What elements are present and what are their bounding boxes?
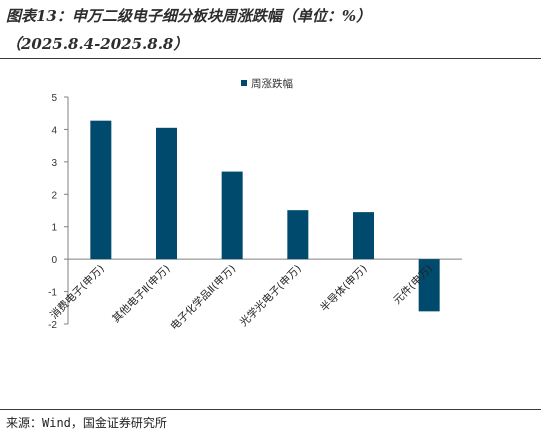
y-tick-label: 4	[51, 125, 57, 136]
y-tick-label: 5	[51, 93, 57, 104]
top-divider	[0, 58, 541, 59]
chart-date-range: （2025.8.4-2025.8.8）	[6, 35, 189, 53]
bar	[221, 171, 243, 260]
bar	[418, 259, 440, 312]
bar	[353, 212, 374, 260]
y-tick-label: 2	[51, 190, 57, 201]
source-note: 来源：Wind，国金证券研究所	[6, 416, 167, 430]
y-tick-label: 3	[51, 158, 57, 169]
bottom-divider	[0, 409, 541, 410]
x-tick-label: 电子化学品Ⅱ(申万)	[168, 262, 239, 333]
x-tick-label: 半导体(申万)	[318, 262, 370, 314]
legend-swatch	[241, 80, 247, 86]
chart-title: 图表13：申万二级电子细分板块周涨跌幅（单位：%）	[6, 7, 372, 25]
x-tick-label: 其他电子Ⅱ(申万)	[109, 262, 172, 325]
y-tick-label: -2	[48, 320, 57, 331]
y-tick-label: 0	[51, 255, 57, 266]
y-tick-label: -1	[48, 288, 57, 299]
x-tick-label: 光学光电子(申万)	[237, 262, 304, 329]
bar	[287, 210, 309, 260]
bar	[90, 120, 112, 260]
bar	[156, 127, 177, 260]
legend-label: 周涨跌幅	[251, 77, 293, 90]
y-tick-label: 1	[51, 223, 57, 234]
